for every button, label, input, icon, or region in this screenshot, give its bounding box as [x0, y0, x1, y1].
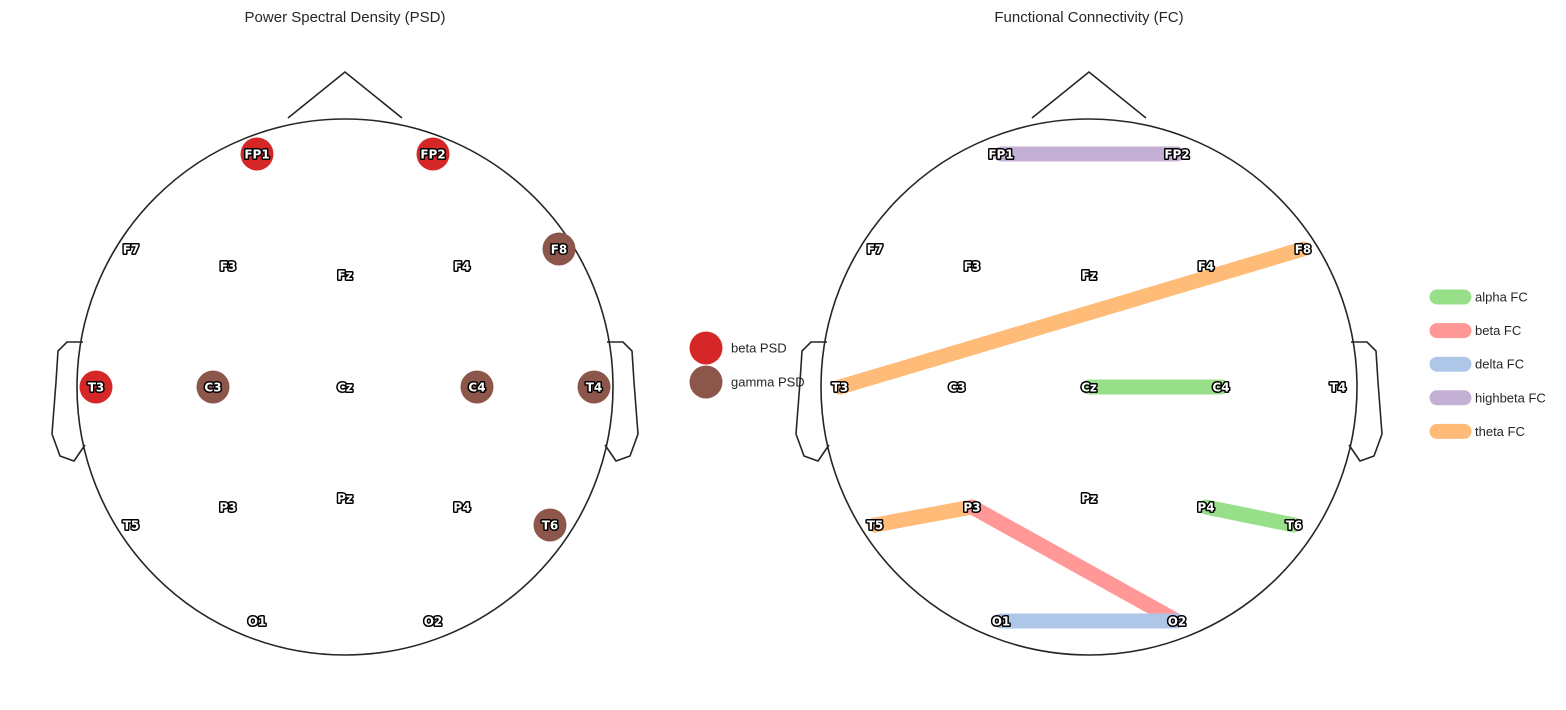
legend-label-highbeta-fc: highbeta FC: [1475, 390, 1546, 405]
electrode-label-o2: O2: [1168, 615, 1187, 629]
scalp-circle: [76, 118, 614, 656]
electrode-label-t4: T4: [1330, 381, 1347, 395]
electrode-label-fp1: FP1: [244, 148, 269, 162]
left-ear-shape: [51, 341, 86, 462]
electrode-label-t3: T3: [88, 381, 105, 395]
electrode-label-f7: F7: [867, 243, 884, 257]
electrode-label-o1: O1: [992, 615, 1011, 629]
electrode-label-c3: C3: [204, 381, 221, 395]
legend-label-beta-psd: beta PSD: [731, 341, 787, 356]
legend-label-gamma-psd: gamma PSD: [731, 375, 805, 390]
fc-legend: alpha FC beta FC delta FC highbeta FC theta …: [1429, 289, 1546, 439]
electrode-label-p4: P4: [453, 501, 470, 515]
electrode-label-f8: F8: [551, 243, 568, 257]
psd-marker-fp1: [240, 137, 274, 171]
connection-t5-p3: [867, 499, 980, 533]
psd-marker-c3: [196, 370, 230, 404]
psd-marker-t3: [79, 370, 113, 404]
electrode-label-o2: O2: [424, 615, 443, 629]
electrode-label-c3: C3: [948, 381, 965, 395]
electrode-label-t5: T5: [867, 519, 884, 533]
electrode-label-fp1: FP1: [988, 148, 1013, 162]
psd-marker-t4: [577, 370, 611, 404]
fc-electrode-labels: FP1 FP2 F7 F3 Fz F4 F8 T3 C3 Cz C4 T4 T5 P3 Pz P4 T6 O1 O2: [830, 146, 1348, 630]
legend-label-beta-fc: beta FC: [1475, 323, 1521, 338]
scalp-circle: [820, 118, 1358, 656]
right-ear-shape: [1348, 341, 1383, 462]
electrode-label-t3: T3: [832, 381, 849, 395]
psd-panel: Power Spectral Density (PSD) FP1 FP2F7F3F…: [51, 9, 805, 656]
psd-marker-t6: [533, 508, 567, 542]
electrode-label-fp2: FP2: [420, 148, 445, 162]
electrode-label-fz: Fz: [1081, 269, 1096, 283]
psd-marker-fp2: [416, 137, 450, 171]
electrode-label-f8: F8: [1295, 243, 1312, 257]
electrode-label-fp2: FP2: [1164, 148, 1189, 162]
electrode-label-f4: F4: [454, 260, 471, 274]
electrode-label-p3: P3: [963, 501, 980, 515]
electrode-label-pz: Pz: [337, 492, 353, 506]
left-ear-shape: [795, 341, 830, 462]
psd-electrode-labels: FP1 FP2 F7 F3 Fz F4 F8 T3 C3 Cz C4 T4 T5 P3 Pz P4 T6 O1 O2: [86, 146, 604, 630]
electrode-label-c4: C4: [1212, 381, 1229, 395]
connection-t3-f8: [832, 241, 1311, 395]
legend-swatch-gamma-psd: [689, 365, 723, 399]
fc-head-outline: [795, 70, 1383, 656]
electrode-label-f7: F7: [123, 243, 140, 257]
electrode-label-f4: F4: [1198, 260, 1215, 274]
psd-marker-f8: [542, 232, 576, 266]
electrode-label-f3: F3: [220, 260, 237, 274]
legend-label-theta-fc: theta FC: [1475, 424, 1525, 439]
electrode-label-p4: P4: [1197, 501, 1214, 515]
electrode-label-t6: T6: [542, 519, 559, 533]
psd-title: Power Spectral Density (PSD): [245, 9, 446, 26]
psd-markers: [79, 137, 611, 542]
electrode-label-pz: Pz: [1081, 492, 1097, 506]
legend-swatch-beta-psd: [689, 331, 723, 365]
electrode-label-cz: Cz: [337, 381, 353, 395]
electrode-label-c4: C4: [468, 381, 485, 395]
psd-legend: beta PSD gamma PSD: [689, 331, 805, 399]
right-ear-shape: [604, 341, 639, 462]
electrode-label-f3: F3: [964, 260, 981, 274]
nose-shape: [1031, 70, 1147, 119]
electrode-label-p3: P3: [219, 501, 236, 515]
electrode-label-t6: T6: [1286, 519, 1303, 533]
electrode-label-t5: T5: [123, 519, 140, 533]
psd-marker-c4: [460, 370, 494, 404]
electrode-label-fz: Fz: [337, 269, 352, 283]
connection-p3-o2: [964, 499, 1185, 629]
electrode-label-o1: O1: [248, 615, 267, 629]
legend-label-delta-fc: delta FC: [1475, 357, 1524, 372]
fc-title: Functional Connectivity (FC): [994, 9, 1183, 26]
fc-connections: [832, 146, 1311, 629]
electrode-label-t4: T4: [586, 381, 603, 395]
legend-label-alpha-fc: alpha FC: [1475, 290, 1528, 305]
electrode-label-cz: Cz: [1081, 381, 1097, 395]
nose-shape: [287, 70, 403, 119]
connection-p4-t6: [1198, 499, 1302, 533]
psd-head-outline: [51, 70, 639, 656]
fc-panel: Functional Connectivity (FC) FP1 FP2F7F3F…: [795, 9, 1546, 656]
